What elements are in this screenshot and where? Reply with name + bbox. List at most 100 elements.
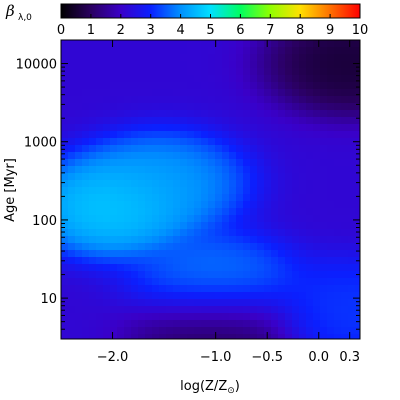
heatmap-cell — [138, 110, 146, 118]
heatmap-cell — [68, 222, 76, 230]
heatmap-cell — [313, 222, 321, 230]
heatmap-cell — [271, 222, 279, 230]
heatmap-cell — [82, 152, 90, 160]
heatmap-cell — [159, 327, 167, 335]
heatmap-cell — [313, 173, 321, 181]
heatmap-cell — [229, 75, 237, 83]
heatmap-cell — [278, 75, 286, 83]
heatmap-cell — [194, 131, 202, 139]
heatmap-cell — [334, 152, 342, 160]
heatmap-cell — [327, 96, 335, 104]
heatmap-cell — [61, 96, 69, 104]
heatmap-cell — [82, 82, 90, 90]
heatmap-cell — [292, 313, 300, 321]
heatmap-cell — [285, 201, 293, 209]
heatmap-cell — [152, 110, 160, 118]
heatmap-cell — [313, 75, 321, 83]
heatmap-cell — [145, 180, 153, 188]
heatmap-cell — [159, 166, 167, 174]
heatmap-cell — [117, 292, 125, 300]
heatmap-cell — [68, 243, 76, 251]
heatmap-cell — [320, 222, 328, 230]
heatmap-cell — [299, 320, 307, 328]
heatmap-cell — [292, 236, 300, 244]
heatmap-cell — [68, 257, 76, 265]
heatmap-cell — [236, 229, 244, 237]
heatmap-cell — [355, 292, 360, 300]
heatmap-cell — [229, 313, 237, 321]
heatmap-cell — [285, 68, 293, 76]
heatmap-cell — [82, 124, 90, 132]
heatmap-cell — [96, 103, 104, 111]
heatmap-cell — [306, 306, 314, 314]
heatmap-cell — [215, 299, 223, 307]
heatmap-cell — [208, 292, 216, 300]
heatmap-cell — [61, 292, 69, 300]
heatmap-cell — [138, 222, 146, 230]
heatmap-cell — [194, 54, 202, 62]
heatmap-cell — [348, 138, 356, 146]
heatmap-cell — [306, 250, 314, 258]
heatmap-cell — [131, 82, 139, 90]
heatmap-cell — [117, 313, 125, 321]
heatmap-cell — [89, 103, 97, 111]
heatmap-cell — [222, 138, 230, 146]
heatmap-cell — [250, 334, 258, 339]
heatmap-cell — [187, 47, 195, 55]
heatmap-cell — [236, 145, 244, 153]
heatmap-cell — [103, 208, 111, 216]
heatmap-cell — [299, 257, 307, 265]
heatmap-cell — [334, 40, 342, 48]
heatmap-cell — [306, 166, 314, 174]
heatmap-cell — [96, 166, 104, 174]
heatmap-cell — [208, 68, 216, 76]
heatmap-cell — [320, 40, 328, 48]
heatmap-cell — [110, 299, 118, 307]
plot-area — [61, 40, 360, 339]
heatmap-cell — [250, 208, 258, 216]
heatmap-cell — [299, 285, 307, 293]
heatmap-cell — [89, 166, 97, 174]
heatmap-cell — [68, 159, 76, 167]
heatmap-cell — [96, 68, 104, 76]
heatmap-cell — [320, 208, 328, 216]
heatmap-cell — [75, 299, 83, 307]
heatmap-cell — [180, 47, 188, 55]
heatmap-cell — [152, 222, 160, 230]
heatmap-cell — [208, 166, 216, 174]
heatmap-cell — [61, 145, 69, 153]
heatmap-cell — [187, 194, 195, 202]
heatmap-cell — [117, 103, 125, 111]
heatmap-cell — [257, 110, 265, 118]
heatmap-cell — [348, 103, 356, 111]
heatmap-cell — [355, 264, 360, 272]
heatmap-cell — [271, 173, 279, 181]
heatmap-cell — [313, 47, 321, 55]
heatmap-cell — [180, 285, 188, 293]
heatmap-cell — [236, 250, 244, 258]
heatmap-cell — [222, 152, 230, 160]
heatmap-cell — [61, 243, 69, 251]
heatmap-cell — [89, 278, 97, 286]
heatmap-cell — [257, 124, 265, 132]
heatmap-cell — [117, 138, 125, 146]
heatmap-cell — [257, 68, 265, 76]
heatmap-cell — [145, 187, 153, 195]
heatmap-cell — [61, 229, 69, 237]
heatmap-cell — [320, 194, 328, 202]
heatmap-cell — [334, 166, 342, 174]
heatmap-cell — [334, 236, 342, 244]
heatmap-cell — [103, 145, 111, 153]
heatmap-cell — [306, 75, 314, 83]
heatmap-cell — [299, 75, 307, 83]
heatmap-cell — [166, 201, 174, 209]
heatmap-cell — [166, 68, 174, 76]
heatmap-cell — [243, 327, 251, 335]
heatmap-cell — [131, 306, 139, 314]
heatmap-cell — [264, 264, 272, 272]
heatmap-cell — [208, 299, 216, 307]
heatmap-cell — [201, 201, 209, 209]
heatmap-cell — [110, 187, 118, 195]
heatmap-cell — [96, 271, 104, 279]
heatmap-cell — [159, 236, 167, 244]
